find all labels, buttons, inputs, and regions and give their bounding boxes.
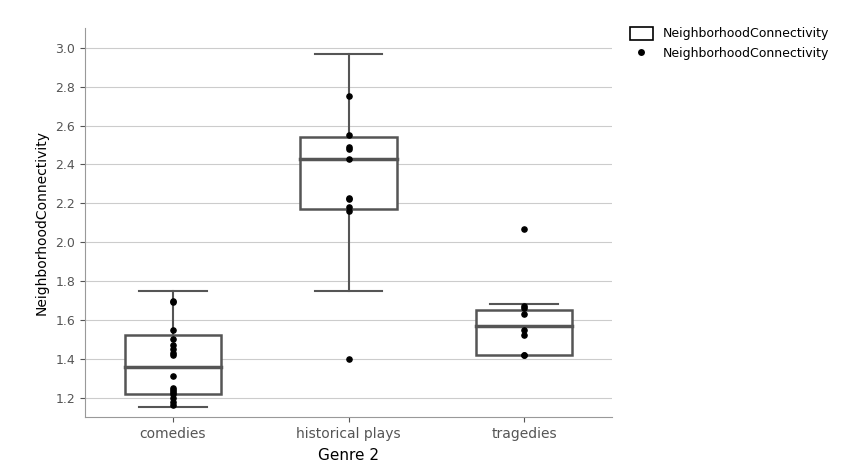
Point (342, 155, 355, 163)
Bar (476, 310, 573, 355)
Y-axis label: NeighborhoodConnectivity: NeighborhoodConnectivity (35, 130, 48, 315)
Point (518, 302, 531, 310)
Point (166, 299, 179, 306)
Point (342, 143, 355, 151)
Point (166, 373, 179, 380)
Point (342, 355, 355, 363)
Point (166, 390, 179, 398)
Point (518, 351, 531, 359)
Point (342, 203, 355, 211)
Point (166, 349, 179, 357)
Point (518, 332, 531, 339)
Point (166, 384, 179, 392)
Point (518, 304, 531, 312)
Point (342, 194, 355, 201)
Point (342, 132, 355, 139)
Legend: NeighborhoodConnectivity, NeighborhoodConnectivity: NeighborhoodConnectivity, NeighborhoodCo… (624, 20, 836, 66)
Point (166, 394, 179, 401)
Point (518, 351, 531, 359)
Point (166, 401, 179, 409)
Point (166, 336, 179, 343)
Point (342, 196, 355, 203)
Point (166, 398, 179, 405)
X-axis label: Genre 2: Genre 2 (318, 448, 379, 463)
Point (166, 386, 179, 394)
Point (518, 225, 531, 232)
Bar (124, 336, 221, 394)
Point (166, 326, 179, 334)
Bar (300, 137, 397, 209)
Point (518, 326, 531, 334)
Point (166, 297, 179, 304)
Point (166, 351, 179, 359)
Point (342, 145, 355, 153)
Point (342, 207, 355, 215)
Point (166, 388, 179, 396)
Point (342, 92, 355, 100)
Point (166, 346, 179, 353)
Point (518, 310, 531, 318)
Point (166, 341, 179, 349)
